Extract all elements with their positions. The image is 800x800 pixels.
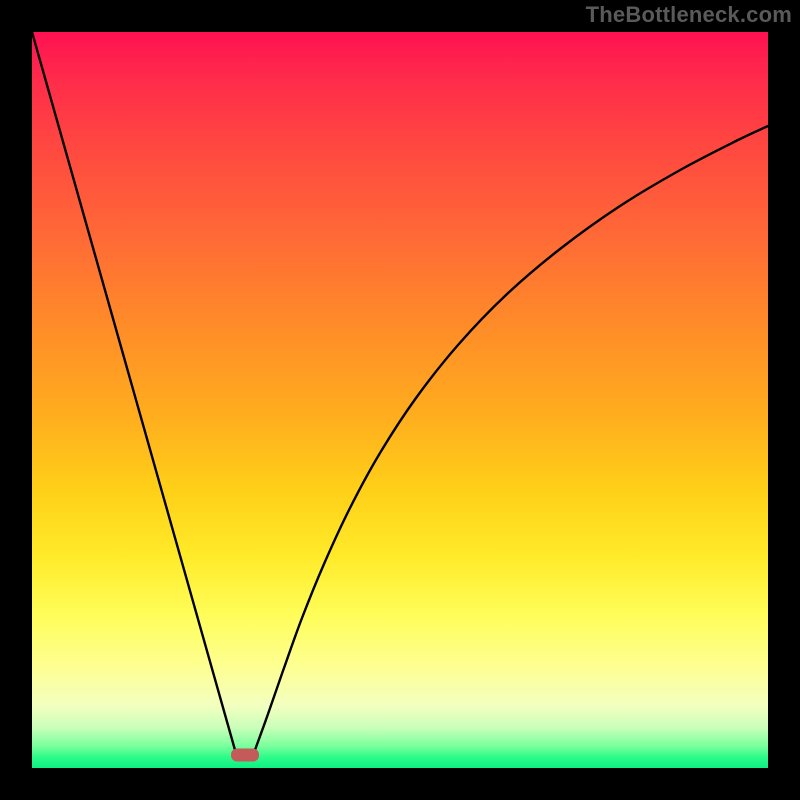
minimum-marker	[231, 749, 259, 762]
curve-overlay	[32, 32, 768, 768]
chart-frame: TheBottleneck.com	[0, 0, 800, 800]
curve-left-segment	[32, 32, 235, 750]
curve-right-segment	[255, 126, 768, 750]
watermark-text: TheBottleneck.com	[586, 2, 792, 28]
